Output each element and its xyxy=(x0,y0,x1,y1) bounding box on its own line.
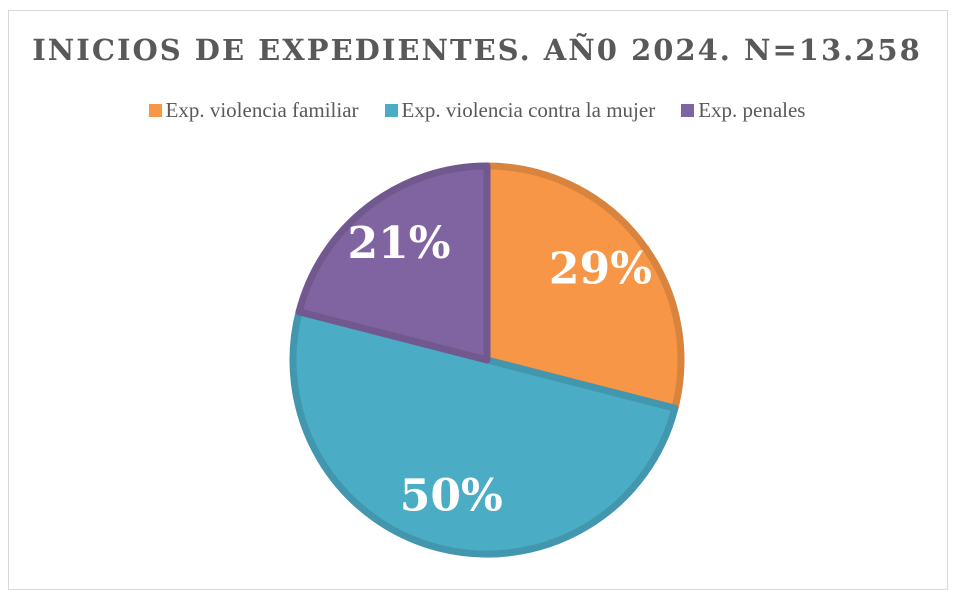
legend-item: Exp. penales xyxy=(681,98,805,123)
chart-title: INICIOS DE EXPEDIENTES. AÑ0 2024. N=13.2… xyxy=(32,33,922,67)
legend-item: Exp. violencia familiar xyxy=(148,98,359,123)
legend-label: Exp. penales xyxy=(698,98,806,122)
legend-swatch xyxy=(681,104,695,117)
legend-swatch xyxy=(384,104,398,117)
data-label: 50% xyxy=(400,471,503,522)
legend-swatch xyxy=(148,104,162,117)
legend: Exp. violencia familiar Exp. violencia co… xyxy=(0,98,954,123)
data-label: 29% xyxy=(549,244,652,295)
legend-item: Exp. violencia contra la mujer xyxy=(384,98,656,123)
legend-label: Exp. violencia familiar xyxy=(165,98,359,122)
pie-slice xyxy=(483,162,685,412)
legend-label: Exp. violencia contra la mujer xyxy=(401,98,656,122)
pie-slice xyxy=(289,308,679,558)
pie-slice xyxy=(295,162,491,364)
data-label: 21% xyxy=(347,218,450,269)
